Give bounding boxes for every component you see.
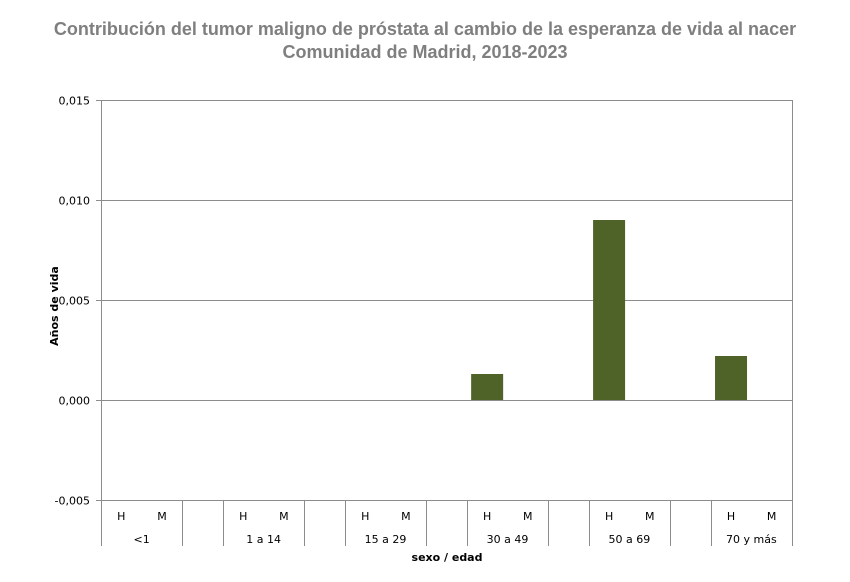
x-group-label: <1 <box>134 533 150 546</box>
chart-title: Contribución del tumor maligno de prósta… <box>0 18 850 64</box>
x-group-label: 1 a 14 <box>246 533 281 546</box>
x-tick-sex-label: M <box>645 510 655 523</box>
y-tick-label: 0,010 <box>59 195 91 208</box>
x-tick-sex-label: M <box>523 510 533 523</box>
y-tick-label: 0,015 <box>59 95 91 108</box>
x-tick-sex-label: M <box>157 510 167 523</box>
x-tick-sex-label: M <box>279 510 289 523</box>
x-tick-sex-label: H <box>727 510 735 523</box>
x-tick-sex-label: H <box>483 510 491 523</box>
y-axis-title: Años de vida <box>48 266 61 346</box>
x-tick-sex-label: H <box>605 510 613 523</box>
x-tick-sex-label: M <box>401 510 411 523</box>
y-tick-label: -0,005 <box>55 495 90 508</box>
x-tick-sex-label: H <box>361 510 369 523</box>
x-tick-sex-label: M <box>767 510 777 523</box>
x-tick-sex-label: H <box>117 510 125 523</box>
x-group-label: 15 a 29 <box>365 533 407 546</box>
y-tick-label: 0,005 <box>59 295 91 308</box>
x-axis-title: sexo / edad <box>412 551 483 564</box>
x-group-label: 30 a 49 <box>487 533 529 546</box>
x-tick-sex-label: H <box>239 510 247 523</box>
bar <box>715 356 748 400</box>
y-tick-label: 0,000 <box>59 395 91 408</box>
x-group-label: 70 y más <box>726 533 777 546</box>
chart-title-line1: Contribución del tumor maligno de prósta… <box>53 19 797 39</box>
bar <box>593 220 626 400</box>
bar <box>471 374 504 400</box>
x-group-label: 50 a 69 <box>609 533 651 546</box>
chart-title-line2: Comunidad de Madrid, 2018-2023 <box>282 42 568 62</box>
